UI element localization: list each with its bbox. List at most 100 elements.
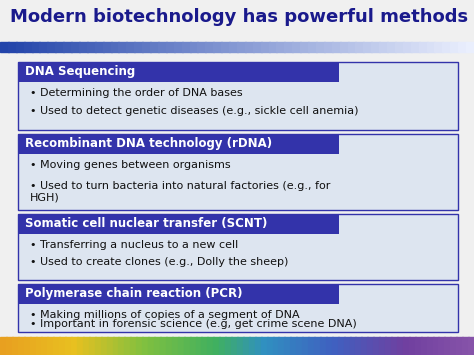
Bar [397,337,404,355]
Bar [409,337,416,355]
Bar [290,337,297,355]
Bar [65,337,72,355]
Bar [0,42,9,52]
Bar [55,42,64,52]
Bar [18,337,25,355]
Bar [18,284,458,332]
Bar [174,42,182,52]
Bar [340,42,348,52]
Bar [253,42,262,52]
Bar [296,337,303,355]
Bar [225,337,232,355]
Bar [8,42,17,52]
Bar [190,42,199,52]
Bar [183,337,191,355]
Bar [444,337,451,355]
Bar [326,337,333,355]
Bar [379,337,386,355]
Bar [18,134,458,210]
Bar [205,42,214,52]
Bar [190,337,197,355]
Bar [18,62,458,130]
Bar [332,337,339,355]
Bar [284,337,292,355]
Text: • Determining the order of DNA bases: • Determining the order of DNA bases [30,88,243,98]
Bar [261,337,268,355]
Bar [284,42,293,52]
Bar [411,42,419,52]
Bar [32,42,40,52]
Text: Polymerase chain reaction (PCR): Polymerase chain reaction (PCR) [25,288,243,300]
Bar [118,337,126,355]
Bar [41,337,48,355]
Bar [18,62,339,82]
Bar [450,42,459,52]
Bar [332,42,341,52]
Bar [110,42,119,52]
Bar [395,42,404,52]
Bar [391,337,398,355]
Bar [18,214,339,234]
Bar [213,42,222,52]
Bar [95,337,102,355]
Bar [255,337,262,355]
Bar [136,337,143,355]
Bar [300,42,309,52]
Bar [71,337,78,355]
Bar [71,42,80,52]
Bar [160,337,167,355]
Bar [420,337,428,355]
Bar [18,134,339,154]
Bar [24,337,31,355]
Bar [438,337,446,355]
Bar [195,337,202,355]
Text: Somatic cell nuclear transfer (SCNT): Somatic cell nuclear transfer (SCNT) [25,218,267,230]
Bar [308,42,317,52]
Bar [53,337,60,355]
Bar [385,337,392,355]
Bar [415,337,422,355]
Bar [24,42,33,52]
Bar [150,42,159,52]
Bar [39,42,48,52]
Bar [12,337,19,355]
Bar [221,42,230,52]
Bar [349,337,356,355]
Bar [356,337,363,355]
Bar [178,337,185,355]
Bar [450,337,457,355]
Text: • Transferring a nucleus to a new cell: • Transferring a nucleus to a new cell [30,240,238,250]
Bar [166,42,175,52]
Bar [219,337,226,355]
Bar [47,42,56,52]
Bar [278,337,285,355]
Bar [316,42,325,52]
Text: • Important in forensic science (e.g, get crime scene DNA): • Important in forensic science (e.g, ge… [30,319,357,329]
Bar [468,337,474,355]
Bar [100,337,108,355]
Bar [124,337,131,355]
Bar [435,42,443,52]
Bar [148,337,155,355]
Bar [261,42,270,52]
Bar [198,42,206,52]
Bar [466,42,474,52]
Bar [63,42,72,52]
Bar [292,42,301,52]
Bar [77,337,84,355]
Bar [458,42,467,52]
Bar [249,337,256,355]
Bar [245,42,254,52]
Bar [337,337,345,355]
Text: • Used to turn bacteria into natural factories (e.g., for
HGH): • Used to turn bacteria into natural fac… [30,181,330,203]
Bar [344,337,351,355]
Bar [320,337,327,355]
Text: • Used to create clones (e.g., Dolly the sheep): • Used to create clones (e.g., Dolly the… [30,257,288,267]
Bar [387,42,396,52]
Bar [419,42,428,52]
Bar [89,337,96,355]
Bar [364,42,372,52]
Bar [127,42,135,52]
Bar [324,42,333,52]
Bar [87,42,96,52]
